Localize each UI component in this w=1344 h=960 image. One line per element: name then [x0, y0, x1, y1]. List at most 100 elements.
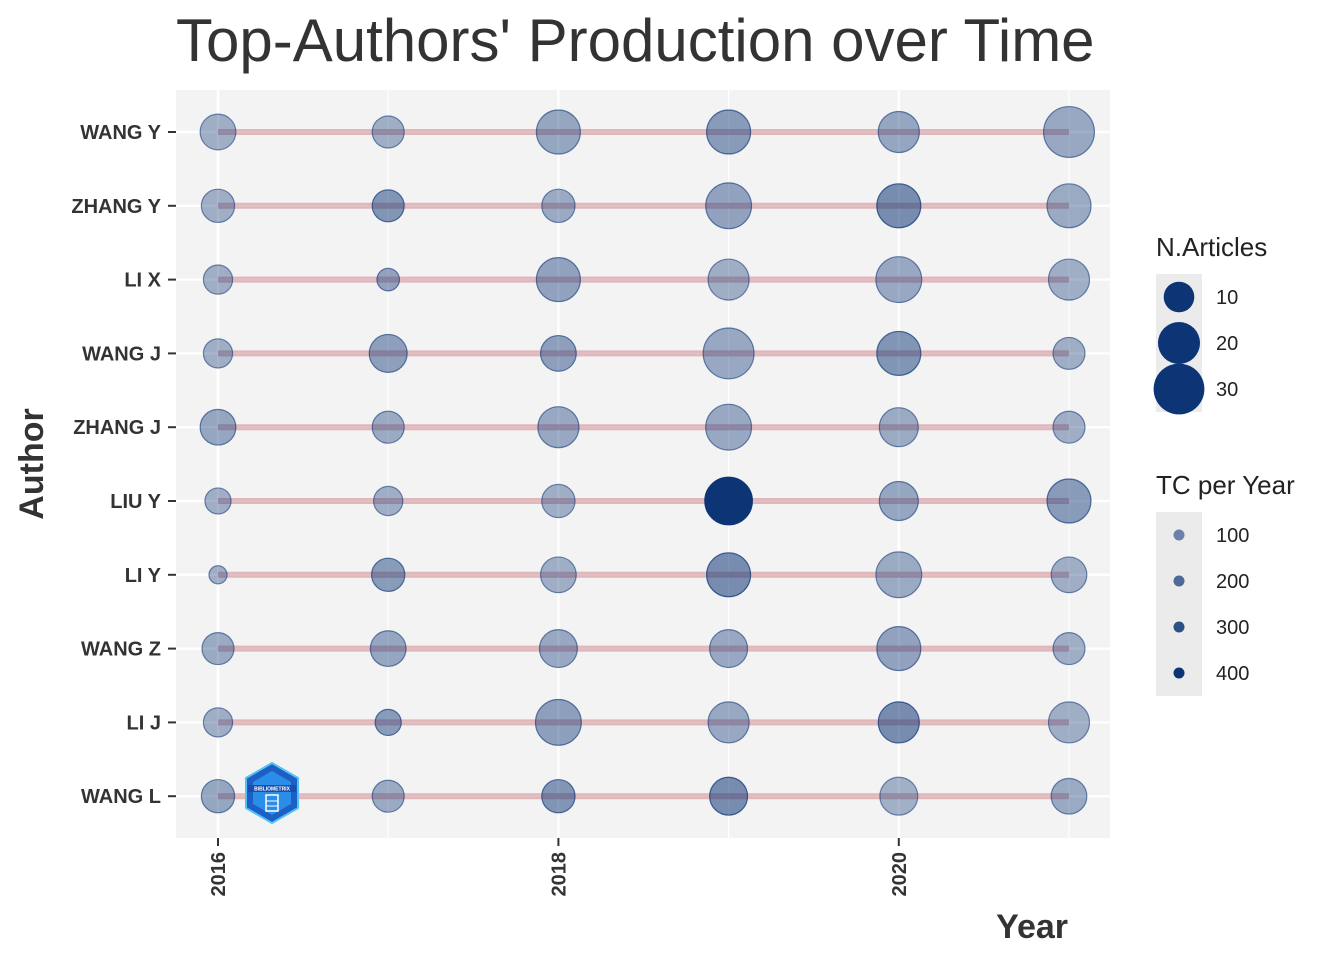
legend-color-label: 300	[1216, 617, 1249, 639]
data-point	[373, 485, 404, 517]
data-point	[202, 707, 234, 738]
y-tick-label: WANG L	[81, 786, 161, 808]
x-tick-label: 2016	[208, 852, 230, 897]
data-point	[704, 476, 753, 526]
data-point	[541, 188, 576, 224]
data-point	[201, 632, 235, 666]
legend-color-label: 100	[1216, 525, 1249, 547]
data-point	[1052, 632, 1086, 666]
data-point	[877, 110, 920, 154]
data-point	[371, 189, 405, 223]
data-point	[541, 483, 576, 519]
data-point	[371, 779, 405, 813]
data-point	[538, 629, 578, 669]
data-point	[199, 408, 237, 446]
data-point	[371, 115, 405, 149]
data-point	[1042, 105, 1096, 159]
data-point	[370, 557, 406, 593]
author-lines	[218, 129, 1069, 800]
y-tick-label: LI J	[127, 712, 161, 734]
plot-panel	[176, 90, 1110, 838]
legend-size-key	[1163, 281, 1195, 313]
data-point	[537, 406, 580, 449]
data-point	[879, 776, 919, 816]
logo-text: BIBLIOMETRIX	[254, 787, 290, 793]
data-point	[202, 338, 234, 369]
data-point	[208, 565, 228, 585]
data-point	[878, 480, 919, 522]
y-tick-label: LIU Y	[110, 491, 161, 513]
legend-color-label: 200	[1216, 571, 1249, 593]
legend-color-key	[1173, 667, 1185, 679]
y-axis: WANG Y ZHANG Y LI X WANG J ZHANG J LIU Y LI Y W…	[71, 122, 176, 808]
data-point	[1047, 701, 1091, 744]
bibliometrix-logo: BIBLIOMETRIX	[245, 761, 299, 825]
legend-color-keys: 100 200 300 400	[1173, 525, 1249, 685]
data-point	[200, 188, 236, 224]
legend-size-key	[1153, 363, 1205, 415]
data-point	[876, 330, 922, 376]
y-tick-label: ZHANG J	[73, 417, 161, 439]
legend-size-key	[1157, 321, 1201, 365]
y-tick-label: LI X	[124, 270, 161, 292]
data-point	[1052, 410, 1086, 444]
chart-title: Top-Authors' Production over Time	[176, 7, 1095, 74]
data-point	[709, 776, 749, 816]
data-point	[541, 778, 576, 814]
y-axis-title: Author	[13, 408, 51, 519]
data-point	[534, 698, 582, 746]
data-point	[202, 264, 234, 295]
data-point	[371, 410, 405, 444]
y-tick-label: WANG Y	[80, 122, 161, 144]
data-point	[705, 182, 753, 230]
data-point	[1052, 336, 1086, 370]
data-point	[1050, 777, 1088, 815]
y-tick-label: WANG Z	[81, 639, 161, 661]
y-tick-label: WANG J	[82, 343, 161, 365]
data-point	[374, 708, 402, 737]
data-point	[535, 257, 581, 303]
data-point	[709, 629, 749, 669]
data-point	[1047, 258, 1091, 301]
data-point	[875, 551, 923, 599]
legend-size-label: 30	[1216, 379, 1238, 401]
data-point	[877, 701, 920, 744]
data-point	[876, 626, 922, 672]
data-point	[199, 113, 237, 151]
legend-color-key	[1173, 529, 1185, 541]
data-point	[539, 334, 577, 372]
data-point	[705, 403, 753, 451]
data-points	[199, 105, 1096, 816]
data-point	[200, 778, 236, 814]
data-point	[707, 701, 750, 744]
x-axis: 2016 2018 2020	[208, 838, 911, 897]
legend-color-key	[1173, 575, 1185, 587]
data-point	[878, 407, 919, 448]
data-point	[706, 552, 752, 598]
legend-color-key-bg	[1156, 512, 1202, 696]
data-point	[369, 630, 407, 668]
x-tick-label: 2018	[548, 852, 570, 897]
data-point	[368, 333, 408, 373]
y-tick-label: LI Y	[125, 565, 162, 587]
legend-size-title: N.Articles	[1156, 232, 1267, 262]
legend-size-keys: 10 20 30	[1153, 281, 1238, 415]
x-axis-title: Year	[996, 908, 1068, 946]
y-tick-label: ZHANG Y	[71, 196, 161, 218]
data-point	[1050, 556, 1088, 594]
data-point	[702, 327, 755, 380]
legend-color-title: TC per Year	[1156, 470, 1295, 500]
data-point	[535, 109, 581, 155]
data-point	[1046, 478, 1092, 524]
data-point	[539, 556, 577, 594]
data-point	[376, 267, 401, 292]
data-point	[1046, 183, 1092, 229]
x-tick-label: 2020	[889, 852, 911, 897]
data-point	[875, 256, 923, 304]
data-point	[707, 258, 750, 301]
data-point	[204, 487, 232, 515]
data-point	[876, 183, 922, 229]
legend-color-key	[1173, 621, 1185, 633]
legend-color-label: 400	[1216, 663, 1249, 685]
